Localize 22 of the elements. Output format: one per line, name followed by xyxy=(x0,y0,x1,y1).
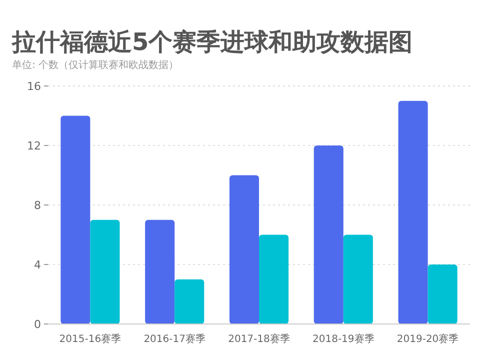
bar xyxy=(314,146,344,324)
bar xyxy=(398,100,428,324)
bar xyxy=(428,264,458,324)
x-tick-label: 2015-16赛季 xyxy=(59,333,122,345)
bar xyxy=(145,220,175,324)
bar xyxy=(229,175,259,324)
y-tick-label: 0 xyxy=(34,318,41,331)
bar xyxy=(90,220,120,324)
bar xyxy=(174,279,204,324)
y-tick-label: 12 xyxy=(27,139,41,152)
x-tick-label: 2019-20赛季 xyxy=(396,333,459,345)
bar xyxy=(60,116,90,324)
x-tick-label: 2018-19赛季 xyxy=(312,333,374,345)
x-tick-label: 2017-18赛季 xyxy=(228,333,290,345)
x-tick-label: 2016-17赛季 xyxy=(144,333,206,345)
y-tick-label: 4 xyxy=(34,258,41,272)
bar xyxy=(259,234,289,324)
chart-subtitle: 单位: 个数（仅计算联赛和欧战数据） xyxy=(12,59,179,71)
y-tick-label: 16 xyxy=(27,80,41,93)
y-tick-label: 8 xyxy=(34,198,41,212)
chart-title: 拉什福德近5个赛季进球和助攻数据图 xyxy=(11,28,413,56)
bar xyxy=(343,234,373,324)
